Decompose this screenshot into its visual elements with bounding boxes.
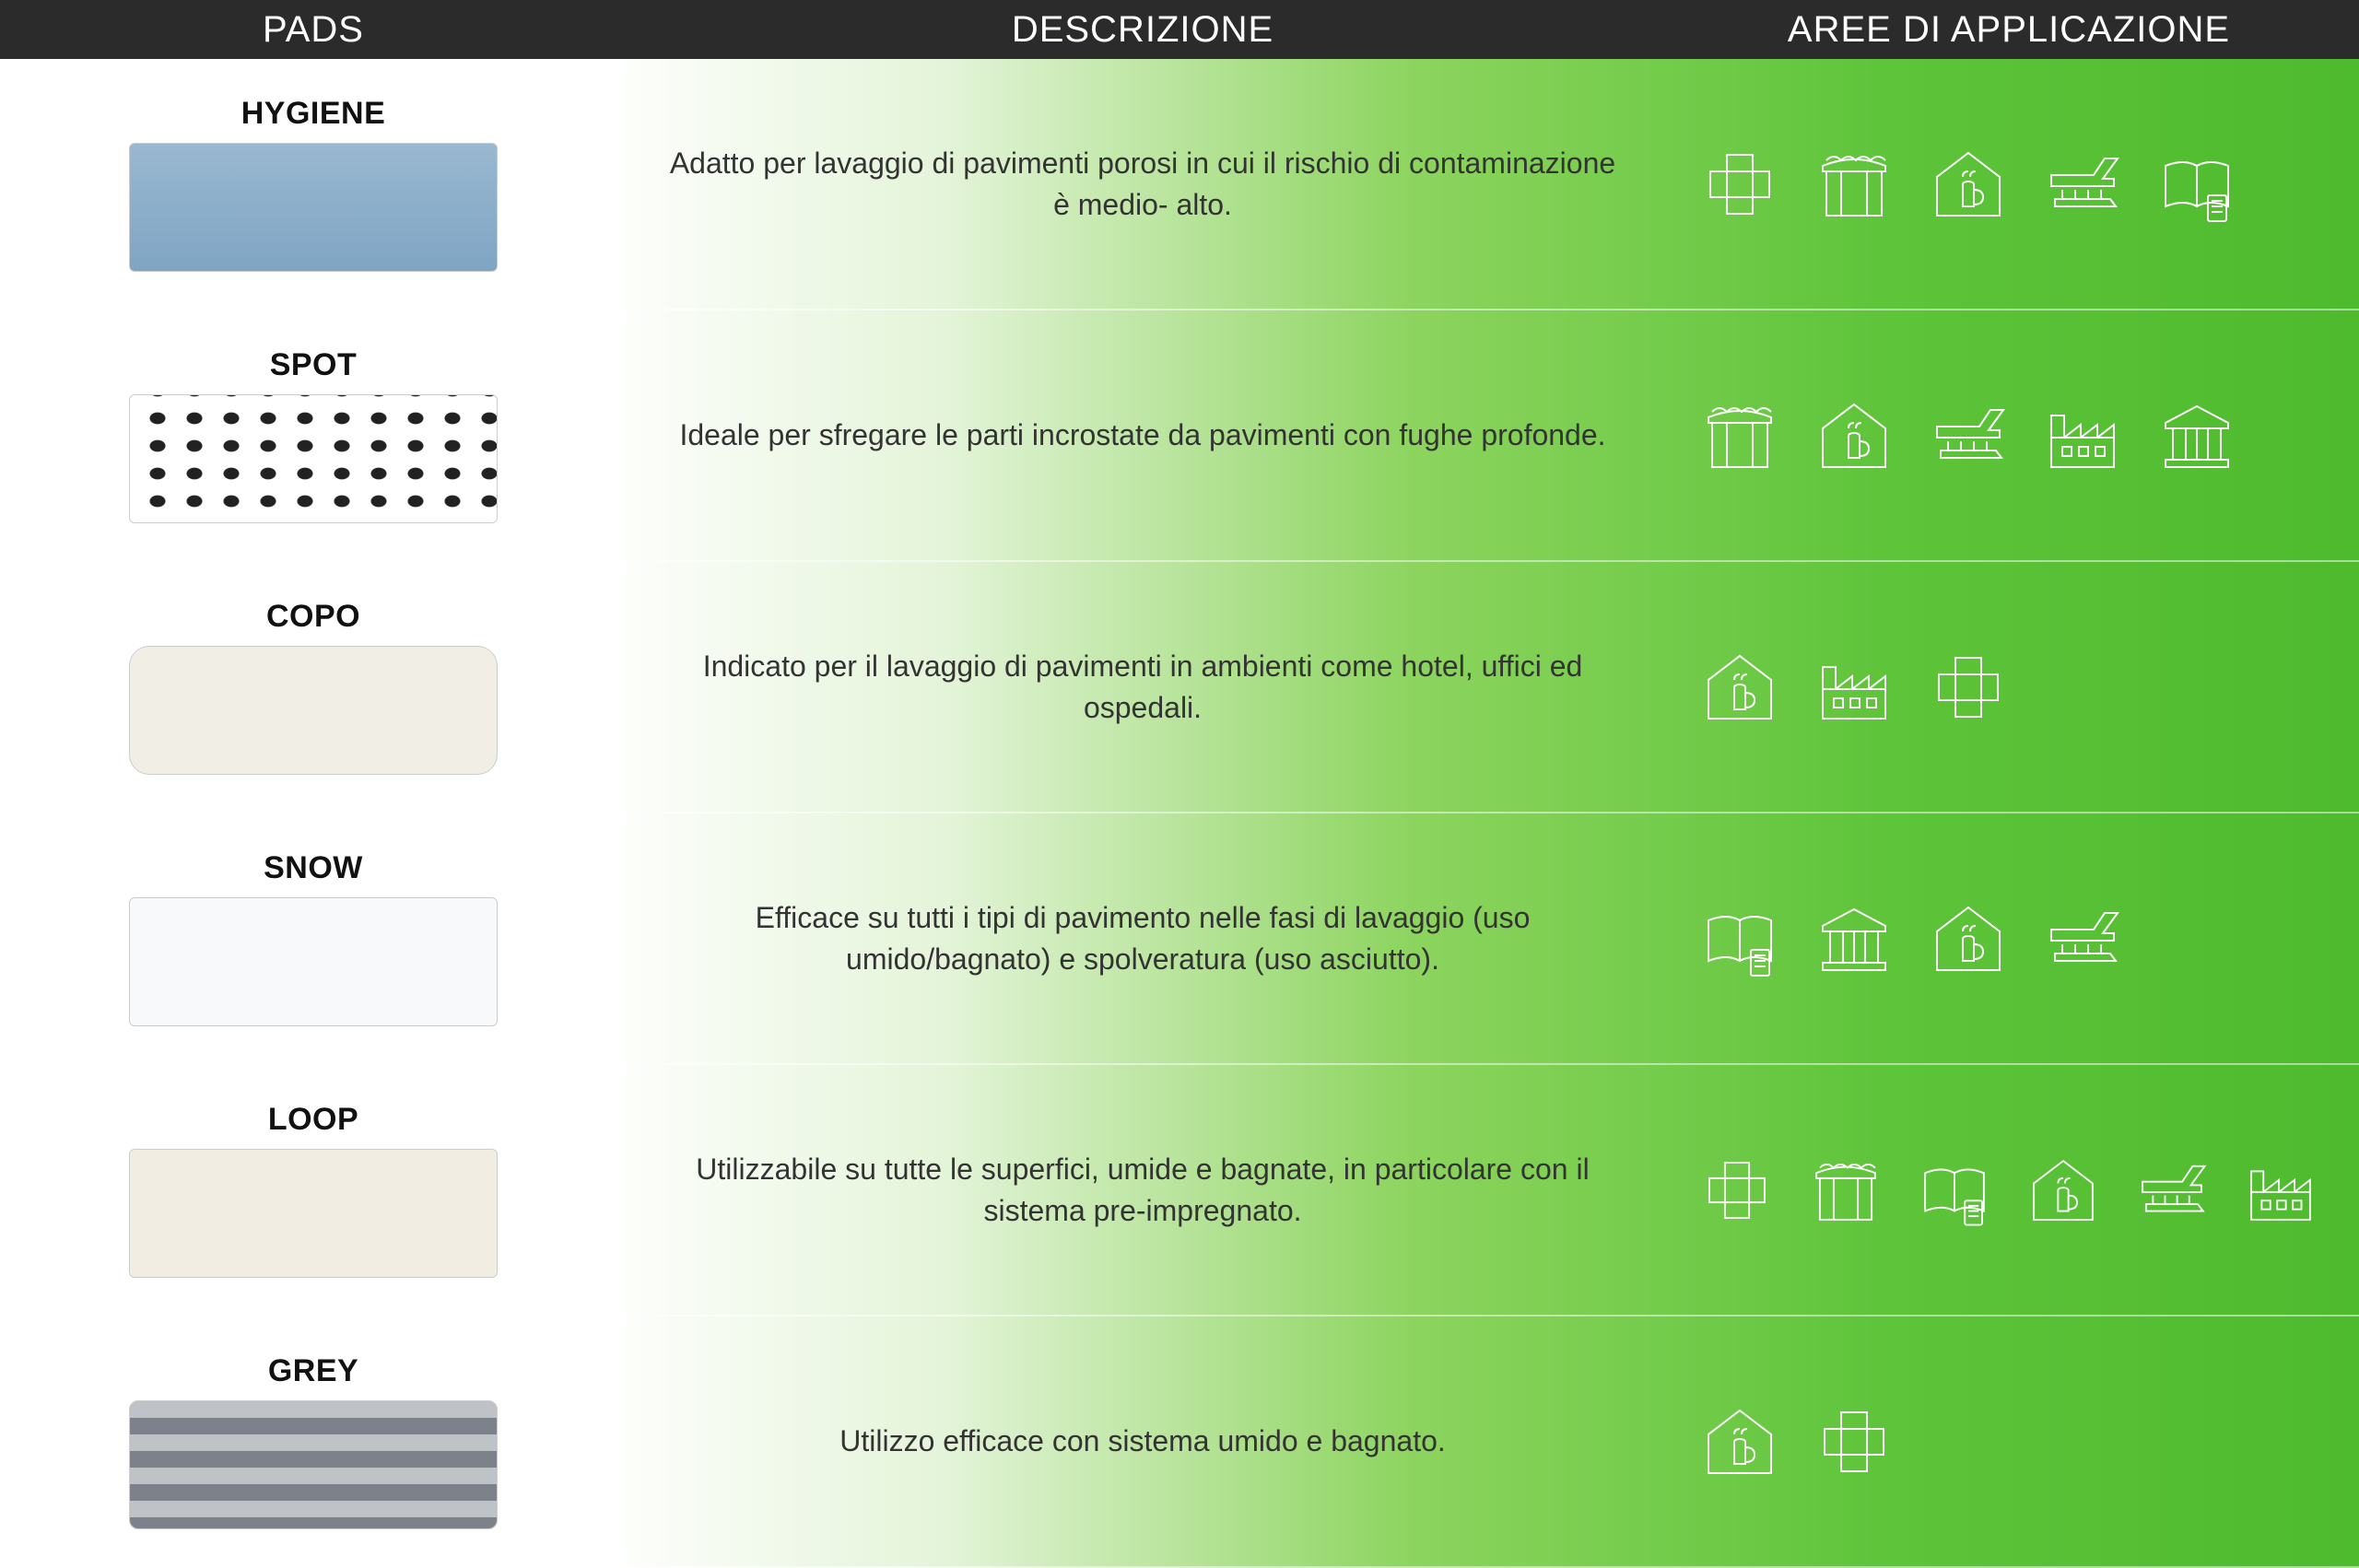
application-icons [1659,895,2359,983]
medical-icon [1696,140,1784,228]
medical-icon [1924,643,2013,731]
transport-icon [2130,1146,2213,1235]
retail-icon [1696,392,1784,480]
header-pads: PADS [0,9,627,51]
horeca-icon [1696,643,1784,731]
pad-name: LOOP [268,1102,358,1138]
horeca-icon [1696,1398,1784,1486]
transport-icon [2038,895,2127,983]
horeca-icon [1810,392,1898,480]
retail-icon [1804,1146,1887,1235]
education-icon [2153,140,2241,228]
pad-column: LOOP [0,1065,627,1315]
application-icons [1659,643,2359,731]
header-areas: AREE DI APPLICAZIONE [1659,9,2359,51]
description: Indicato per il lavaggio di pavimenti in… [627,646,1659,729]
industry-icon [1810,643,1898,731]
table-row: COPO Indicato per il lavaggio di paviment… [0,562,2359,813]
retail-icon [1810,140,1898,228]
application-icons [1659,1398,2359,1486]
pad-name: GREY [268,1353,358,1389]
medical-icon [1696,1146,1778,1235]
pad-name: COPO [266,599,360,635]
description: Adatto per lavaggio di pavimenti porosi … [627,143,1659,226]
pad-column: GREY [0,1316,627,1566]
table-row: LOOP Utilizzabile su tutte le superfici, … [0,1065,2359,1316]
pad-column: COPO [0,562,627,812]
horeca-icon [2022,1146,2105,1235]
description: Efficace su tutti i tipi di pavimento ne… [627,897,1659,980]
pad-image [129,143,498,272]
pad-image [129,1149,498,1278]
transport-icon [2038,140,2127,228]
application-icons [1659,1146,2359,1235]
horeca-icon [1924,140,2013,228]
pad-column: HYGIENE [0,59,627,309]
horeca-icon [1924,895,2013,983]
pad-image [129,1400,498,1529]
pad-name: HYGIENE [241,96,386,132]
pad-name: SNOW [264,850,363,886]
table-row: GREY Utilizzo efficace con sistema umido … [0,1316,2359,1568]
header-desc: DESCRIZIONE [627,9,1659,51]
description: Ideale per sfregare le parti incrostate … [627,415,1659,456]
description: Utilizzabile su tutte le superfici, umid… [627,1149,1659,1232]
pad-image [129,394,498,523]
institution-icon [1810,895,1898,983]
application-icons [1659,392,2359,480]
industry-icon [2038,392,2127,480]
table-row: HYGIENE Adatto per lavaggio di pavimenti … [0,59,2359,310]
pad-column: SNOW [0,813,627,1063]
table-row: SPOT Ideale per sfregare le parti incrost… [0,310,2359,562]
table-row: SNOW Efficace su tutti i tipi di paviment… [0,813,2359,1065]
application-icons [1659,140,2359,228]
pad-name: SPOT [270,347,358,383]
medical-icon [1810,1398,1898,1486]
pad-image [129,646,498,775]
industry-icon [2239,1146,2322,1235]
description: Utilizzo efficace con sistema umido e ba… [627,1421,1659,1462]
education-icon [1913,1146,1996,1235]
pad-image [129,897,498,1026]
transport-icon [1924,392,2013,480]
education-icon [1696,895,1784,983]
institution-icon [2153,392,2241,480]
pad-column: SPOT [0,310,627,560]
table-header: PADS DESCRIZIONE AREE DI APPLICAZIONE [0,0,2359,59]
